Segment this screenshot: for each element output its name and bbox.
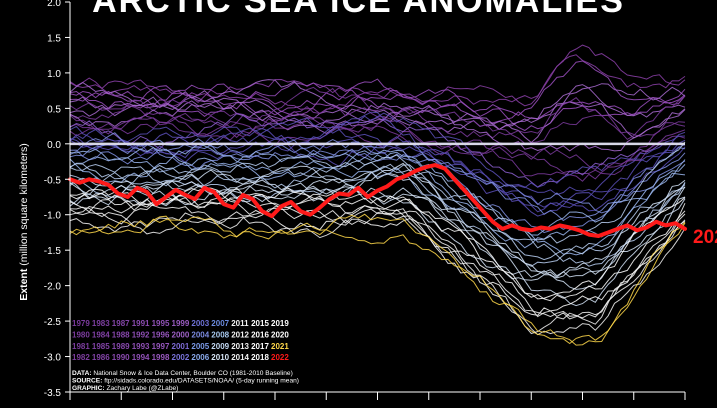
y-axis-label-rest: (million square kilometers) xyxy=(18,143,30,268)
legend-entry: 1988 xyxy=(112,330,130,339)
legend-entry: 2001 xyxy=(172,342,190,351)
series-label-2022: 2022 xyxy=(693,227,717,248)
y-axis-label-strong: Extent xyxy=(18,268,30,301)
y-tick-label: 0.0 xyxy=(47,140,61,151)
legend-entry: 2006 xyxy=(191,353,209,362)
background-series-line xyxy=(69,138,686,214)
background-series-line xyxy=(69,154,686,267)
background-series-line xyxy=(69,113,686,188)
y-tick-label: -2.5 xyxy=(44,317,62,328)
legend-entry: 1981 xyxy=(72,342,90,351)
credit-value: ftp://sidads.colorado.edu/DATASETS/NOAA/… xyxy=(104,377,299,384)
legend-entry: 2004 xyxy=(191,330,209,339)
legend-entry: 2002 xyxy=(172,353,190,362)
legend-entry: 2014 xyxy=(231,353,249,362)
background-series-line xyxy=(69,111,686,196)
legend-entry: 2012 xyxy=(231,330,249,339)
background-series-line xyxy=(69,86,686,141)
credit-line: DATA: National Snow & Ice Data Center, B… xyxy=(72,370,293,377)
credit-value: National Snow & Ice Data Center, Boulder… xyxy=(93,370,292,377)
background-series-line xyxy=(69,148,686,236)
legend-entry: 2020 xyxy=(271,330,289,339)
legend-entry: 2019 xyxy=(271,319,289,328)
background-series-line xyxy=(69,112,686,189)
y-tick-label: 1.5 xyxy=(47,33,61,44)
legend-entry: 2011 xyxy=(231,319,249,328)
credit-line: GRAPHIC: Zachary Labe (@ZLabe) xyxy=(72,385,178,392)
background-series-line xyxy=(69,213,686,345)
background-series-line xyxy=(69,206,686,335)
background-series-line xyxy=(69,115,686,171)
legend-entry: 1996 xyxy=(152,330,170,339)
legend-entry: 2008 xyxy=(211,330,229,339)
legend-entry: 1999 xyxy=(172,319,190,328)
legend-entry: 2015 xyxy=(251,319,269,328)
legend-entry: 1982 xyxy=(72,353,90,362)
legend-entry: 2009 xyxy=(211,342,229,351)
credits: DATA: National Snow & Ice Data Center, B… xyxy=(72,370,299,392)
legend-entry: 1989 xyxy=(112,342,130,351)
legend-entry: 1980 xyxy=(72,330,90,339)
legend-entry: 1986 xyxy=(92,353,110,362)
background-series-line xyxy=(69,162,686,279)
background-series-line xyxy=(69,79,686,144)
background-series-line xyxy=(69,117,686,213)
legend-entry: 2016 xyxy=(251,330,269,339)
y-tick-label: -1.0 xyxy=(44,211,62,222)
credit-line: SOURCE: ftp://sidads.colorado.edu/DATASE… xyxy=(72,377,299,384)
legend-entry: 2005 xyxy=(191,342,209,351)
y-tick-label: -2.0 xyxy=(44,282,62,293)
background-series-line xyxy=(69,111,686,176)
y-tick-label: 2.0 xyxy=(47,0,61,9)
background-series xyxy=(69,44,686,346)
legend-entry: 2010 xyxy=(211,353,229,362)
y-tick-label: -3.5 xyxy=(44,388,62,399)
legend-entry: 1993 xyxy=(132,342,150,351)
background-series-line xyxy=(69,215,686,346)
y-tick-label: 0.5 xyxy=(47,104,61,115)
background-series-line xyxy=(69,187,686,316)
legend-entry: 1984 xyxy=(92,330,110,339)
background-series-line xyxy=(69,60,686,117)
legend-entry: 1997 xyxy=(152,342,170,351)
chart-title: ARCTIC SEA ICE ANOMALIES xyxy=(92,0,625,20)
legend-entry: 1983 xyxy=(92,319,110,328)
legend-entry: 2017 xyxy=(251,342,269,351)
legend-entry: 2007 xyxy=(211,319,229,328)
y-axis-label: Extent (million square kilometers) xyxy=(18,143,30,301)
legend-entry: 2022 xyxy=(271,353,289,362)
legend-entry: 1979 xyxy=(72,319,90,328)
y-tick-label: -1.5 xyxy=(44,246,62,257)
legend-entry: 1985 xyxy=(92,342,110,351)
y-tick-label: -0.5 xyxy=(44,175,62,186)
legend-entry: 2013 xyxy=(231,342,249,351)
legend-entry: 1995 xyxy=(152,319,170,328)
legend-entry: 2000 xyxy=(172,330,190,339)
background-series-line xyxy=(69,210,686,336)
series-line-2022 xyxy=(68,163,687,238)
y-tick-label: 1.0 xyxy=(47,69,61,80)
credit-value: Zachary Labe (@ZLabe) xyxy=(106,385,178,392)
legend-entry: 1992 xyxy=(132,330,150,339)
credit-key: DATA: xyxy=(72,370,93,377)
legend-entry: 2003 xyxy=(191,319,209,328)
legend-entry: 1991 xyxy=(132,319,150,328)
legend: 1979 1983 1987 1991 1995 1999 2003 2007 2011 2015… xyxy=(72,319,289,362)
legend-entry: 1990 xyxy=(112,353,130,362)
legend-entry: 2021 xyxy=(271,342,289,351)
y-tick-label: -3.0 xyxy=(44,353,62,364)
background-series-line xyxy=(69,84,686,131)
background-series-line xyxy=(69,163,686,267)
credit-key: SOURCE: xyxy=(72,377,104,384)
credit-key: GRAPHIC: xyxy=(72,385,106,392)
background-series-line xyxy=(69,195,686,319)
legend-entry: 1994 xyxy=(132,353,150,362)
legend-entry: 1998 xyxy=(152,353,170,362)
legend-entry: 1987 xyxy=(112,319,130,328)
background-series-line xyxy=(69,78,686,124)
legend-entry: 2018 xyxy=(251,353,269,362)
